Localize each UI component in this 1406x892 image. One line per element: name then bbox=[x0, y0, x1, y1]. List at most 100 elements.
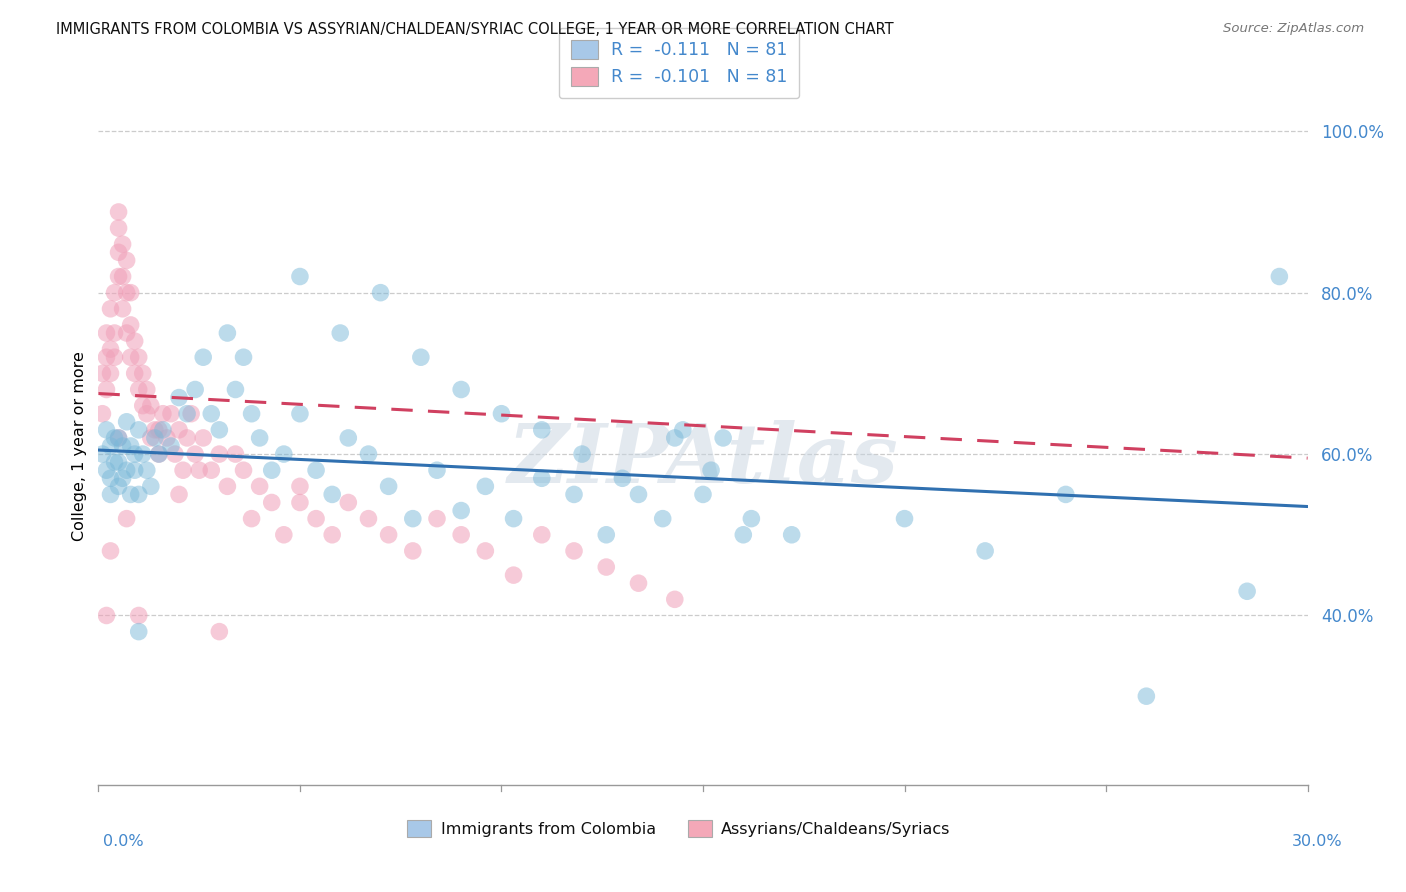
Point bbox=[595, 560, 617, 574]
Point bbox=[96, 383, 118, 397]
Point bbox=[120, 350, 142, 364]
Point bbox=[160, 407, 183, 421]
Point bbox=[491, 407, 513, 421]
Point bbox=[107, 205, 129, 219]
Point bbox=[595, 528, 617, 542]
Point bbox=[143, 423, 166, 437]
Point bbox=[402, 511, 425, 525]
Point bbox=[692, 487, 714, 501]
Point bbox=[224, 383, 246, 397]
Point bbox=[132, 367, 155, 381]
Point bbox=[260, 495, 283, 509]
Point bbox=[167, 391, 190, 405]
Point bbox=[100, 471, 122, 485]
Point bbox=[672, 423, 695, 437]
Point bbox=[107, 479, 129, 493]
Point bbox=[409, 350, 432, 364]
Point bbox=[96, 326, 118, 340]
Point bbox=[217, 326, 239, 340]
Point bbox=[329, 326, 352, 340]
Point bbox=[240, 407, 263, 421]
Point bbox=[426, 511, 449, 525]
Point bbox=[562, 544, 585, 558]
Point bbox=[148, 447, 170, 461]
Point bbox=[193, 431, 215, 445]
Point bbox=[188, 463, 211, 477]
Point bbox=[100, 439, 122, 453]
Point bbox=[128, 383, 150, 397]
Point bbox=[337, 495, 360, 509]
Point bbox=[115, 326, 138, 340]
Point bbox=[337, 431, 360, 445]
Point bbox=[402, 544, 425, 558]
Point bbox=[135, 383, 157, 397]
Point bbox=[111, 269, 134, 284]
Point bbox=[200, 463, 222, 477]
Point bbox=[100, 487, 122, 501]
Point bbox=[167, 423, 190, 437]
Point bbox=[700, 463, 723, 477]
Point bbox=[91, 447, 114, 461]
Point bbox=[530, 423, 553, 437]
Point bbox=[502, 568, 524, 582]
Point bbox=[100, 301, 122, 316]
Point bbox=[502, 511, 524, 525]
Point bbox=[562, 487, 585, 501]
Point bbox=[120, 285, 142, 300]
Point bbox=[107, 269, 129, 284]
Point bbox=[128, 487, 150, 501]
Point bbox=[111, 301, 134, 316]
Point bbox=[249, 431, 271, 445]
Point bbox=[288, 269, 311, 284]
Point bbox=[124, 463, 146, 477]
Point bbox=[167, 487, 190, 501]
Point bbox=[152, 423, 174, 437]
Point bbox=[193, 350, 215, 364]
Point bbox=[124, 334, 146, 348]
Point bbox=[224, 447, 246, 461]
Point bbox=[111, 237, 134, 252]
Point bbox=[120, 487, 142, 501]
Point bbox=[172, 463, 194, 477]
Point bbox=[249, 479, 271, 493]
Point bbox=[96, 350, 118, 364]
Point bbox=[139, 399, 162, 413]
Point bbox=[124, 367, 146, 381]
Point bbox=[571, 447, 593, 461]
Point bbox=[107, 245, 129, 260]
Point bbox=[132, 447, 155, 461]
Point bbox=[100, 342, 122, 356]
Point bbox=[184, 383, 207, 397]
Point bbox=[148, 423, 170, 437]
Point bbox=[120, 318, 142, 332]
Point bbox=[974, 544, 997, 558]
Point bbox=[135, 407, 157, 421]
Point bbox=[450, 383, 472, 397]
Point bbox=[1236, 584, 1258, 599]
Point bbox=[733, 528, 755, 542]
Text: Source: ZipAtlas.com: Source: ZipAtlas.com bbox=[1223, 22, 1364, 36]
Point bbox=[128, 608, 150, 623]
Point bbox=[111, 439, 134, 453]
Point bbox=[103, 326, 125, 340]
Legend: Immigrants from Colombia, Assyrians/Chaldeans/Syriacs: Immigrants from Colombia, Assyrians/Chal… bbox=[399, 813, 959, 845]
Point bbox=[1268, 269, 1291, 284]
Point bbox=[377, 528, 399, 542]
Point bbox=[107, 431, 129, 445]
Point bbox=[111, 471, 134, 485]
Point bbox=[107, 431, 129, 445]
Point bbox=[627, 487, 650, 501]
Point bbox=[96, 423, 118, 437]
Point bbox=[273, 528, 295, 542]
Point bbox=[232, 350, 254, 364]
Point bbox=[120, 439, 142, 453]
Point bbox=[627, 576, 650, 591]
Point bbox=[115, 511, 138, 525]
Point bbox=[107, 455, 129, 469]
Point bbox=[115, 415, 138, 429]
Point bbox=[100, 544, 122, 558]
Point bbox=[208, 447, 231, 461]
Point bbox=[176, 431, 198, 445]
Point bbox=[91, 407, 114, 421]
Point bbox=[135, 463, 157, 477]
